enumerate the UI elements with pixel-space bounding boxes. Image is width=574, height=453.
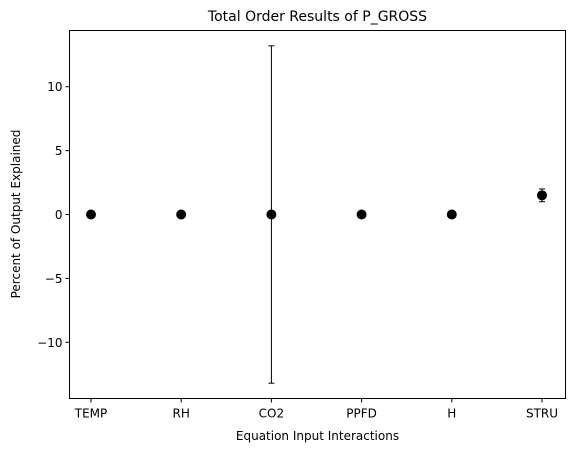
data-point-temp <box>86 209 96 220</box>
plot-area <box>86 45 547 384</box>
x-tick-label-rh: RH <box>173 407 190 421</box>
y-tick-label: −10 <box>37 336 62 350</box>
x-tick-label-h: H <box>447 407 456 421</box>
data-point-co2 <box>266 209 277 220</box>
y-axis: −10 −5 0 5 10 <box>37 80 70 350</box>
x-axis-label: Equation Input Interactions <box>236 429 399 443</box>
x-axis: TEMP RH CO2 PPFD H STRU <box>74 398 558 421</box>
y-tick-label: 10 <box>47 80 62 94</box>
data-point-ppfd <box>356 209 367 220</box>
x-tick-label-co2: CO2 <box>259 407 284 421</box>
data-point-rh <box>176 209 187 220</box>
chart-title: Total Order Results of P_GROSS <box>207 9 427 25</box>
x-tick-label-ppfd: PPFD <box>346 407 377 421</box>
data-point-h <box>446 209 457 220</box>
y-tick-label: 0 <box>55 208 63 222</box>
y-tick-label: −5 <box>45 272 63 286</box>
x-tick-label-temp: TEMP <box>74 407 108 421</box>
data-point-stru <box>537 190 547 201</box>
x-tick-label-stru: STRU <box>526 407 558 421</box>
y-tick-label: 5 <box>55 144 63 158</box>
y-axis-label: Percent of Output Explained <box>9 130 23 299</box>
plot-frame <box>69 30 566 399</box>
